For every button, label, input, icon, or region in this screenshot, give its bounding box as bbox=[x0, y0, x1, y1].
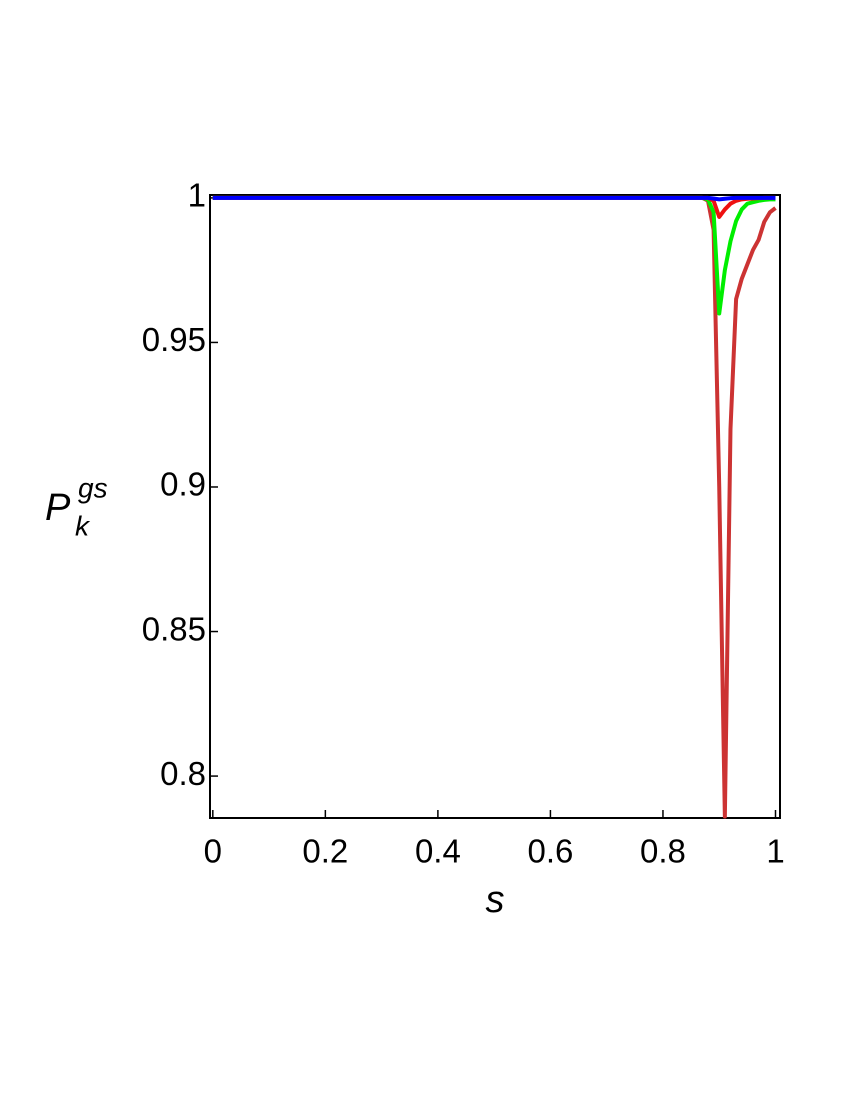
data-line bbox=[212, 195, 776, 202]
y-axis-title-sup: gs bbox=[78, 472, 108, 503]
x-tick-label: 1 bbox=[766, 833, 784, 870]
y-tick-label: 0.85 bbox=[142, 610, 206, 647]
x-tick-label: 0.6 bbox=[527, 833, 573, 870]
x-axis-title: s bbox=[486, 879, 505, 921]
y-tick-label: 0.95 bbox=[142, 321, 206, 358]
y-tick-label: 1 bbox=[188, 177, 206, 214]
data-line bbox=[212, 195, 776, 219]
x-tick-label: 0.4 bbox=[415, 833, 461, 870]
x-tick-label: 0 bbox=[204, 833, 222, 870]
x-tick-label: 0.2 bbox=[302, 833, 348, 870]
y-axis-title: P bbox=[45, 487, 71, 529]
plot-frame bbox=[209, 194, 781, 819]
data-line bbox=[212, 195, 777, 819]
data-line bbox=[212, 195, 776, 316]
y-tick-label: 0.9 bbox=[160, 466, 206, 503]
y-tick-label: 0.8 bbox=[160, 755, 206, 792]
x-tick-label: 0.8 bbox=[640, 833, 686, 870]
y-axis-title-sub: k bbox=[75, 510, 91, 541]
